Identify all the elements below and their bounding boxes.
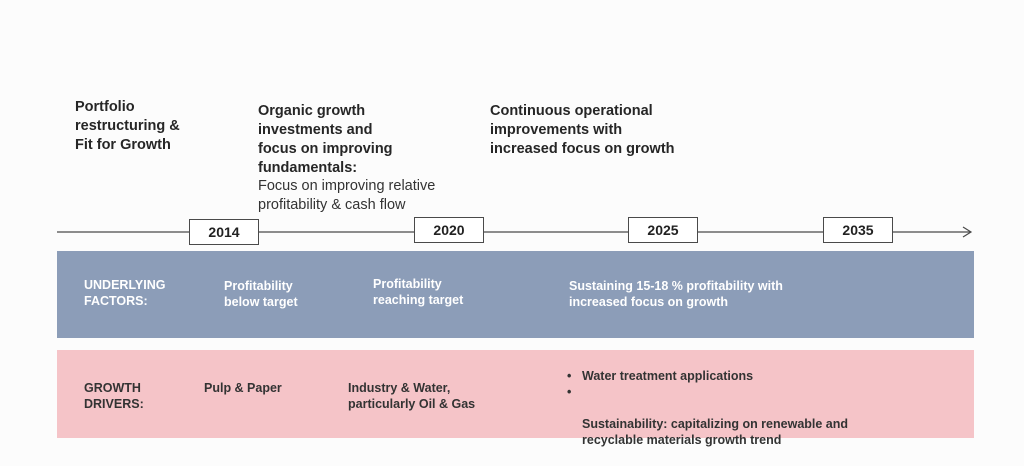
growth-drivers-label: GROWTH DRIVERS:: [84, 381, 144, 411]
growth-drivers-band: GROWTH DRIVERS: Pulp & Paper Industry & …: [57, 350, 974, 447]
year-marker-2025: 2025: [628, 217, 698, 243]
timeline-arrowhead: [962, 226, 973, 238]
driver-bullet-2: Sustainability: capitalizing on renewabl…: [582, 417, 849, 447]
bullet-icon: •: [567, 369, 572, 383]
phase-2-title: Organic growth investments and focus on …: [258, 103, 393, 176]
phase-2-subtitle: Focus on improving relative profitabilit…: [258, 178, 436, 213]
year-marker-2035: 2035: [823, 217, 893, 243]
driver-2014: Pulp & Paper: [204, 381, 282, 395]
list-item: • Water treatment applications: [567, 368, 848, 384]
factor-2020: Profitability reaching target: [373, 277, 464, 307]
phase-3-title: Continuous operational improvements with…: [490, 103, 675, 157]
list-item: • Sustainability: capitalizing on renewa…: [567, 384, 848, 448]
driver-2020: Industry & Water, particularly Oil & Gas: [348, 381, 476, 411]
year-marker-2020: 2020: [414, 217, 484, 243]
year-marker-2014: 2014: [189, 219, 259, 245]
phase-1-title: Portfolio restructuring & Fit for Growth: [75, 99, 180, 153]
factor-2025: Sustaining 15-18 % profitability with in…: [569, 279, 783, 309]
driver-2025-list: • Water treatment applications • Sustain…: [567, 368, 848, 448]
bullet-icon: •: [567, 385, 572, 399]
driver-bullet-1: Water treatment applications: [582, 369, 754, 383]
underlying-factors-band: UNDERLYING FACTORS: Profitability below …: [57, 251, 974, 338]
factor-2014: Profitability below target: [224, 279, 298, 309]
underlying-factors-label: UNDERLYING FACTORS:: [84, 278, 166, 308]
